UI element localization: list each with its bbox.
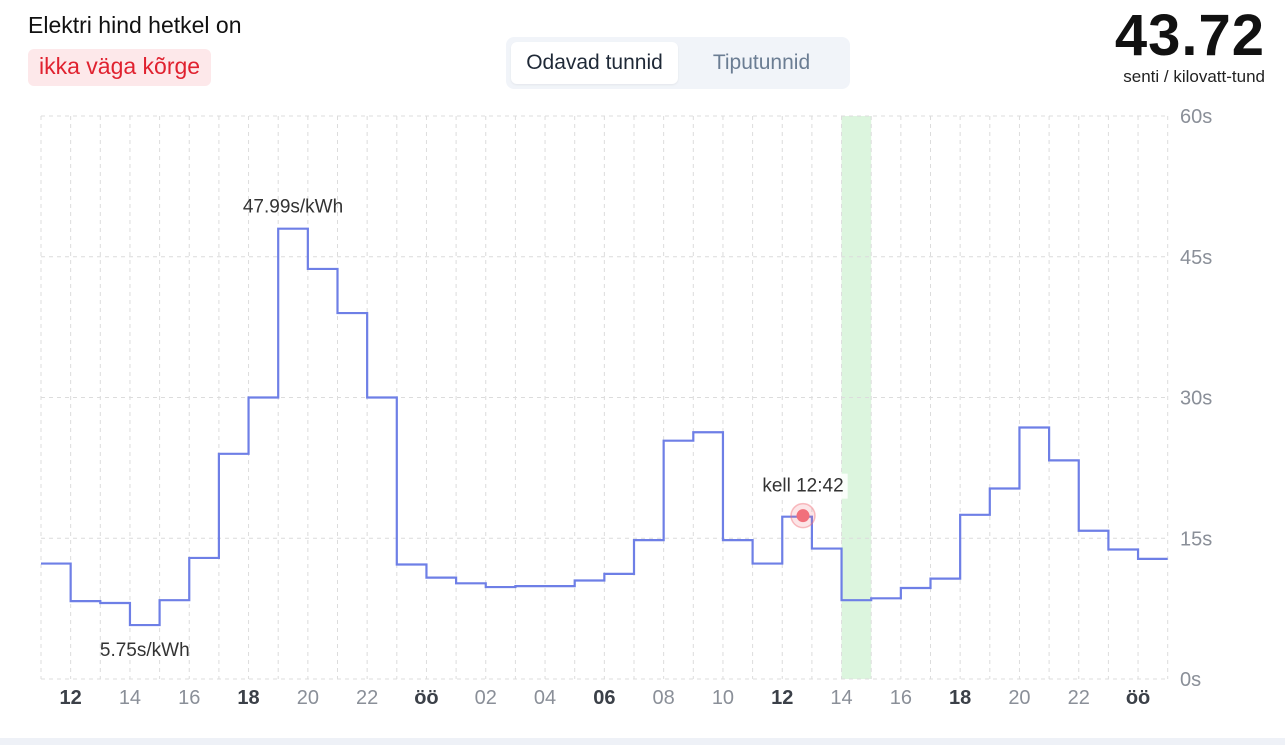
x-tick-label: 14 [830, 687, 852, 709]
x-tick-label: 22 [356, 687, 378, 709]
current-time-marker [796, 509, 810, 523]
status-badge: ikka väga kõrge [28, 49, 212, 86]
max-price-label: 47.99s/kWh [243, 197, 343, 218]
x-tick-label: 08 [653, 687, 675, 709]
current-price-unit: senti / kilovatt-tund [1123, 67, 1265, 86]
x-tick-label: 12 [60, 687, 82, 709]
x-tick-label: 20 [1008, 687, 1030, 709]
x-tick-label: 14 [119, 687, 141, 709]
x-tick-label: 16 [178, 687, 200, 709]
x-tick-label: 16 [890, 687, 912, 709]
y-tick-label: 45s [1180, 247, 1212, 269]
current-time-label: kell 12:42 [762, 476, 843, 497]
y-tick-label: 60s [1180, 106, 1212, 128]
x-tick-label: 18 [949, 687, 971, 709]
x-tick-label: 20 [297, 687, 319, 709]
view-toggle: Odavad tunnid Tiputunnid [506, 37, 850, 89]
x-tick-label: 22 [1068, 687, 1090, 709]
price-step-line [41, 227, 1168, 627]
y-tick-label: 30s [1180, 388, 1212, 410]
x-tick-label: 02 [475, 687, 497, 709]
x-tick-label: 10 [712, 687, 734, 709]
min-price-label: 5.75s/kWh [100, 640, 190, 661]
current-price-value: 43.72 [1114, 3, 1265, 68]
bottom-strip [0, 738, 1285, 745]
toggle-cheap-hours[interactable]: Odavad tunnid [511, 42, 678, 84]
toggle-peak-hours[interactable]: Tiputunnid [712, 51, 811, 74]
current-time-label-bg [758, 473, 848, 499]
y-tick-label: 15s [1180, 528, 1212, 550]
x-tick-label: 04 [534, 687, 556, 709]
x-tick-label: öö [414, 687, 438, 709]
x-tick-label: 18 [237, 687, 259, 709]
x-tick-label: 06 [593, 687, 615, 709]
x-tick-label: 12 [771, 687, 793, 709]
header-title: Elektri hind hetkel on [28, 12, 242, 38]
y-tick-label: 0s [1180, 669, 1201, 691]
x-tick-label: öö [1126, 687, 1150, 709]
